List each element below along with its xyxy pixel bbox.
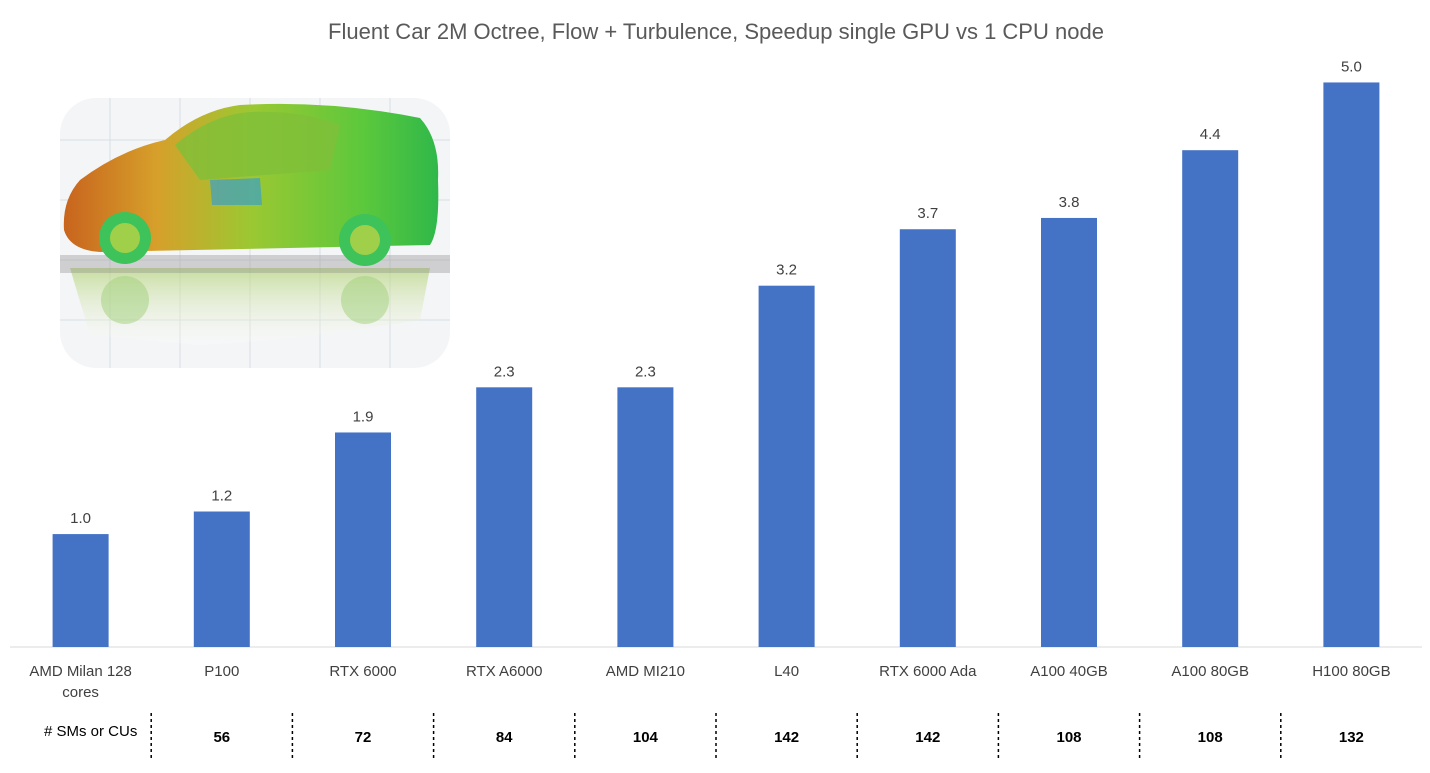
bar-value-label-4: 2.3 bbox=[635, 363, 656, 380]
category-label-1: P100 bbox=[204, 663, 239, 680]
bar-8 bbox=[1182, 150, 1239, 647]
category-label-4: AMD MI210 bbox=[606, 663, 685, 680]
table-cell-5: 142 bbox=[774, 729, 799, 746]
table-cell-1: 56 bbox=[213, 729, 230, 746]
bar-3 bbox=[476, 387, 533, 647]
bar-value-label-3: 2.3 bbox=[494, 363, 515, 380]
bar-4 bbox=[617, 387, 674, 647]
bar-value-label-9: 5.0 bbox=[1341, 58, 1362, 75]
bar-value-label-2: 1.9 bbox=[353, 408, 374, 425]
bar-value-label-8: 4.4 bbox=[1200, 126, 1221, 143]
table-row-label: # SMs or CUs bbox=[44, 723, 137, 740]
category-label-9: H100 80GB bbox=[1312, 663, 1390, 680]
category-label-8: A100 80GB bbox=[1171, 663, 1249, 680]
bar-value-label-0: 1.0 bbox=[70, 510, 91, 527]
bar-6 bbox=[899, 229, 956, 647]
table-cell-2: 72 bbox=[355, 729, 372, 746]
car-cfd-render-image bbox=[60, 98, 450, 368]
bar-0 bbox=[52, 534, 109, 647]
chart-title: Fluent Car 2M Octree, Flow + Turbulence,… bbox=[328, 19, 1104, 44]
bar-5 bbox=[758, 285, 815, 647]
bar-value-label-5: 3.2 bbox=[776, 262, 797, 279]
category-label-3: RTX A6000 bbox=[466, 663, 542, 680]
category-label-0: AMD Milan 128 cores bbox=[29, 663, 132, 701]
category-label-6: RTX 6000 Ada bbox=[879, 663, 977, 680]
table-cell-7: 108 bbox=[1056, 729, 1081, 746]
bar-7 bbox=[1041, 217, 1097, 648]
bar-value-label-1: 1.2 bbox=[211, 488, 232, 505]
bar-value-label-7: 3.8 bbox=[1059, 194, 1080, 211]
table-cell-9: 132 bbox=[1339, 729, 1364, 746]
bar-9 bbox=[1323, 82, 1380, 648]
bar-value-label-6: 3.7 bbox=[917, 205, 938, 222]
bar-2 bbox=[335, 432, 391, 647]
category-label-5: L40 bbox=[774, 663, 799, 680]
table-cell-6: 142 bbox=[915, 729, 940, 746]
table-cell-8: 108 bbox=[1198, 729, 1223, 746]
category-label-2: RTX 6000 bbox=[329, 663, 396, 680]
table-cell-4: 104 bbox=[633, 729, 659, 746]
table-cell-3: 84 bbox=[496, 729, 513, 746]
bar-1 bbox=[193, 511, 250, 647]
category-label-7: A100 40GB bbox=[1030, 663, 1108, 680]
